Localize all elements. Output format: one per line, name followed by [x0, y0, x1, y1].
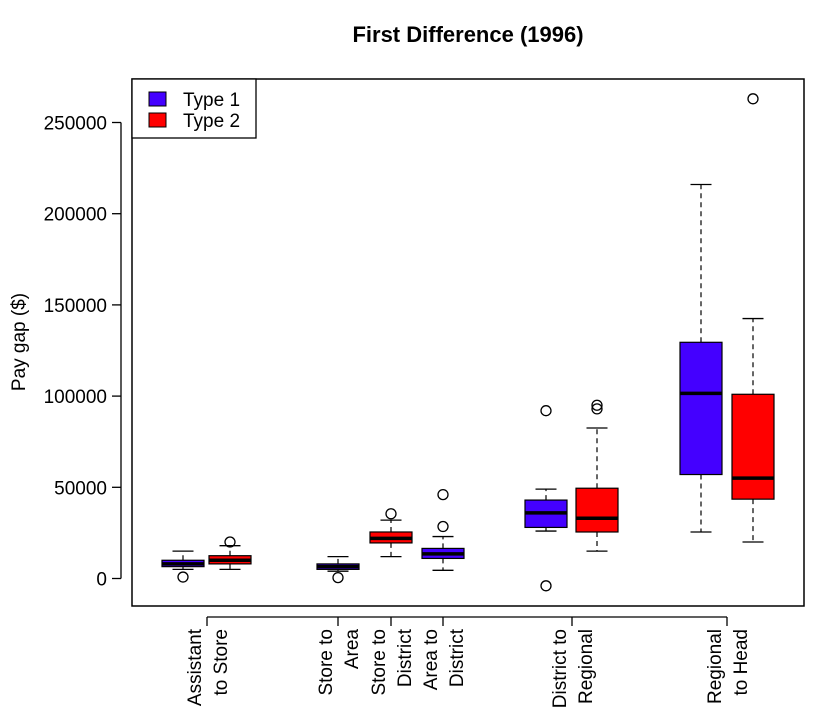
x-axis: Assistant to Store Store to Area Store to Dis…: [185, 616, 752, 708]
legend-swatch: [148, 112, 167, 128]
legend-swatch: [148, 91, 167, 107]
x-tick-label: Regional to Head: [705, 629, 752, 704]
box-district-to-regional-type-2: [575, 399, 619, 552]
box-series: [161, 93, 775, 592]
x-tick-label: Area to District: [421, 628, 468, 690]
y-tick-label: 0: [96, 570, 107, 591]
x-tick-label: Assistant to Store: [185, 628, 232, 706]
x-tick-label: Store to District: [369, 628, 416, 695]
y-tick-label: 50000: [54, 478, 107, 499]
x-tick-label-line: Regional: [576, 629, 597, 704]
box-district-to-regional-type-1: [524, 405, 568, 592]
y-axis-label: Pay gap ($): [9, 293, 30, 391]
y-tick-label: 250000: [44, 114, 107, 135]
y-axis: 0 50000 100000 150000 200000 250000: [44, 114, 122, 591]
plot-frame: [131, 78, 805, 607]
x-tick-label-line: Store to: [369, 629, 390, 696]
box-store-to-area-type-1: [316, 555, 360, 584]
box-area-to-district-type-2: [421, 488, 465, 571]
outlier-point: [437, 520, 449, 533]
outlier-point: [224, 536, 236, 548]
x-tick-label-line: Store to: [316, 629, 337, 696]
box-body: [575, 487, 619, 533]
box-store-to-district-type-2: [369, 508, 413, 558]
outlier-point: [591, 399, 603, 411]
y-tick-label: 200000: [44, 205, 107, 226]
x-tick-label-line: District to: [550, 629, 571, 708]
x-tick-label-line: to Head: [731, 629, 752, 696]
box-regional-to-head-type-1: [679, 183, 723, 533]
box-assistant-to-store-type-1: [161, 550, 205, 583]
y-tick-label: 150000: [44, 296, 107, 317]
x-tick-label-line: Assistant: [185, 628, 206, 706]
box-assistant-to-store-type-2: [208, 536, 252, 571]
outlier-point: [591, 403, 603, 415]
x-tick-label-line: Area: [342, 629, 363, 670]
outlier-point: [437, 488, 449, 501]
outlier-point: [385, 508, 397, 520]
outlier-point: [332, 571, 344, 584]
legend-label: Type 2: [183, 111, 240, 132]
box-body: [679, 341, 723, 476]
x-tick-label-line: Regional: [705, 629, 726, 704]
box-body: [731, 393, 775, 500]
outlier-point: [540, 580, 552, 592]
legend-label: Type 1: [183, 90, 240, 111]
chart-title: First Difference (1996): [352, 22, 583, 47]
x-tick-label-line: Area to: [421, 629, 442, 690]
outlier-point: [747, 93, 759, 105]
x-tick-label-line: to Store: [211, 629, 232, 696]
legend-box: [131, 78, 257, 139]
x-tick-label-line: District: [395, 628, 416, 687]
x-tick-label: District to Regional: [550, 629, 597, 708]
outlier-point: [177, 571, 189, 583]
outlier-point: [540, 405, 552, 417]
box-regional-to-head-type-2: [731, 93, 775, 543]
x-tick-label: Store to Area: [316, 629, 363, 696]
x-tick-label-line: District: [447, 628, 468, 687]
y-tick-label: 100000: [44, 387, 107, 408]
